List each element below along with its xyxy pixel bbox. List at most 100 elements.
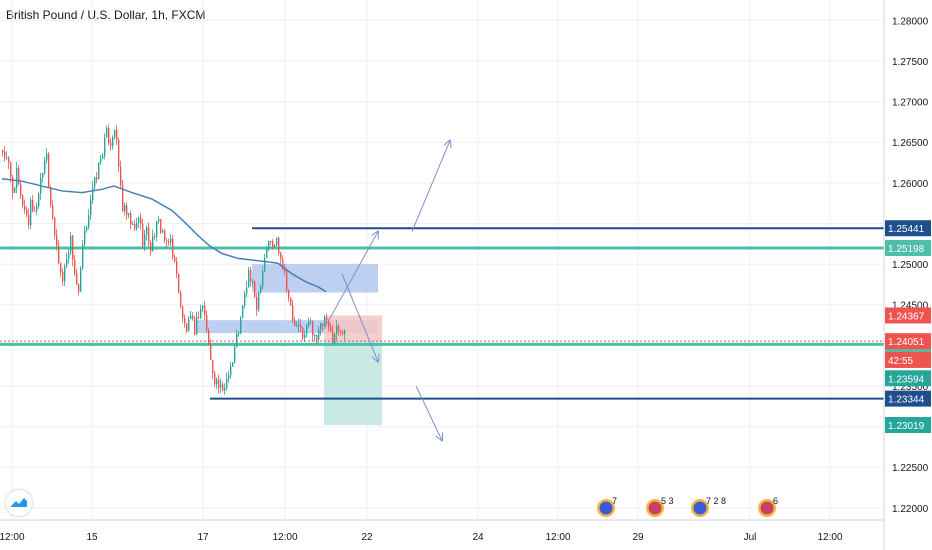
candle-body bbox=[170, 238, 172, 243]
candle bbox=[224, 383, 226, 395]
candle-body bbox=[12, 176, 14, 193]
candle bbox=[14, 186, 16, 194]
price-tag-bg bbox=[885, 307, 931, 324]
candle bbox=[6, 151, 8, 160]
candle-body bbox=[78, 284, 80, 292]
candle-body bbox=[206, 315, 208, 331]
price-tag-bg bbox=[885, 220, 931, 237]
candle bbox=[264, 253, 266, 272]
candle-body bbox=[232, 362, 234, 367]
candle bbox=[288, 289, 290, 302]
candle bbox=[320, 322, 322, 336]
price-tag: 1.23019 bbox=[888, 421, 925, 432]
candle bbox=[118, 137, 120, 173]
candle bbox=[194, 315, 196, 336]
candle-body bbox=[254, 281, 256, 297]
candle bbox=[270, 240, 272, 245]
candle-body bbox=[52, 204, 54, 218]
event-flag-icon[interactable]: 7 bbox=[597, 496, 617, 517]
event-flag-icon[interactable]: 5 3 bbox=[646, 496, 674, 517]
candle bbox=[282, 255, 284, 271]
price-tag: 1.25441 bbox=[888, 224, 925, 235]
candle-body bbox=[298, 324, 300, 326]
candle bbox=[126, 202, 128, 220]
time-axis-tick-label: 12:00 bbox=[0, 532, 25, 543]
candle bbox=[98, 162, 100, 180]
candle-body bbox=[44, 160, 46, 173]
event-count-label: 7 2 8 bbox=[706, 496, 726, 506]
candle bbox=[26, 206, 28, 218]
candle-body bbox=[22, 195, 24, 206]
candle-body bbox=[4, 151, 6, 158]
candle-body bbox=[80, 268, 82, 292]
candle-body bbox=[126, 205, 128, 216]
candle-body bbox=[284, 268, 286, 272]
candle-body bbox=[94, 177, 96, 188]
candle bbox=[238, 330, 240, 338]
price-axis-tick-label: 1.26000 bbox=[892, 179, 929, 190]
candle-body bbox=[54, 217, 56, 235]
candle bbox=[232, 362, 234, 367]
candle bbox=[66, 252, 68, 269]
candle-body bbox=[42, 172, 44, 178]
candle-body bbox=[98, 162, 100, 180]
candle bbox=[106, 125, 108, 138]
candle-body bbox=[320, 323, 322, 330]
candle bbox=[162, 228, 164, 234]
candle-body bbox=[200, 308, 202, 318]
candle bbox=[176, 256, 178, 279]
candle-body bbox=[60, 263, 62, 272]
tradingview-logo-icon[interactable] bbox=[6, 490, 32, 516]
candle-body bbox=[68, 252, 70, 260]
candle-body bbox=[18, 168, 20, 185]
candle-body bbox=[228, 375, 230, 379]
candle bbox=[56, 228, 58, 251]
projection-arrow bbox=[415, 385, 442, 440]
candle bbox=[146, 225, 148, 241]
candle bbox=[180, 290, 182, 309]
candle bbox=[240, 316, 242, 335]
candle-body bbox=[312, 321, 314, 336]
candle-body bbox=[102, 155, 104, 159]
candle-body bbox=[230, 366, 232, 376]
candle-body bbox=[226, 378, 228, 389]
candle bbox=[166, 237, 168, 248]
candle bbox=[230, 361, 232, 379]
candle-body bbox=[146, 227, 148, 235]
event-flag-icon[interactable]: 6 bbox=[758, 496, 778, 517]
time-axis-tick-label: 12:00 bbox=[545, 532, 570, 543]
event-flag-icon[interactable]: 7 2 8 bbox=[691, 496, 726, 517]
candle bbox=[158, 215, 160, 224]
candle-body bbox=[76, 273, 78, 285]
candle bbox=[330, 322, 332, 333]
candle bbox=[130, 210, 132, 230]
candle-body bbox=[270, 241, 272, 243]
candle-body bbox=[58, 245, 60, 264]
candle-body bbox=[280, 253, 282, 259]
countdown-tag-bg bbox=[885, 351, 931, 368]
candle-body bbox=[34, 210, 36, 212]
candle-body bbox=[318, 329, 320, 340]
price-tag-bg bbox=[885, 370, 931, 387]
candle bbox=[136, 217, 138, 231]
candle-body bbox=[208, 330, 210, 345]
candle-body bbox=[138, 217, 140, 223]
candle bbox=[72, 234, 74, 266]
candle-body bbox=[124, 205, 126, 212]
candle bbox=[132, 221, 134, 226]
price-axis-tick-label: 1.23500 bbox=[892, 382, 929, 393]
candle bbox=[42, 172, 44, 183]
projection-arrow bbox=[323, 232, 378, 330]
event-flag-core bbox=[599, 501, 613, 515]
candle bbox=[322, 322, 324, 332]
candle bbox=[236, 329, 238, 348]
candle bbox=[90, 194, 92, 220]
candle bbox=[4, 146, 6, 162]
candle-body bbox=[86, 227, 88, 231]
candle bbox=[78, 283, 80, 296]
candle-body bbox=[24, 205, 26, 210]
candle bbox=[272, 239, 274, 250]
candle-body bbox=[182, 306, 184, 319]
